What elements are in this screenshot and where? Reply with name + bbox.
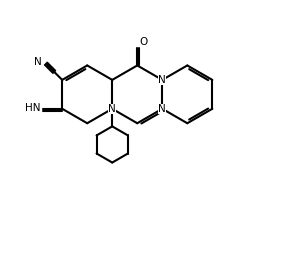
Text: N: N bbox=[34, 57, 41, 68]
Text: N: N bbox=[158, 75, 166, 85]
Text: HN: HN bbox=[25, 103, 41, 113]
Text: O: O bbox=[140, 37, 148, 46]
Text: N: N bbox=[108, 104, 116, 114]
Text: N: N bbox=[158, 104, 166, 114]
